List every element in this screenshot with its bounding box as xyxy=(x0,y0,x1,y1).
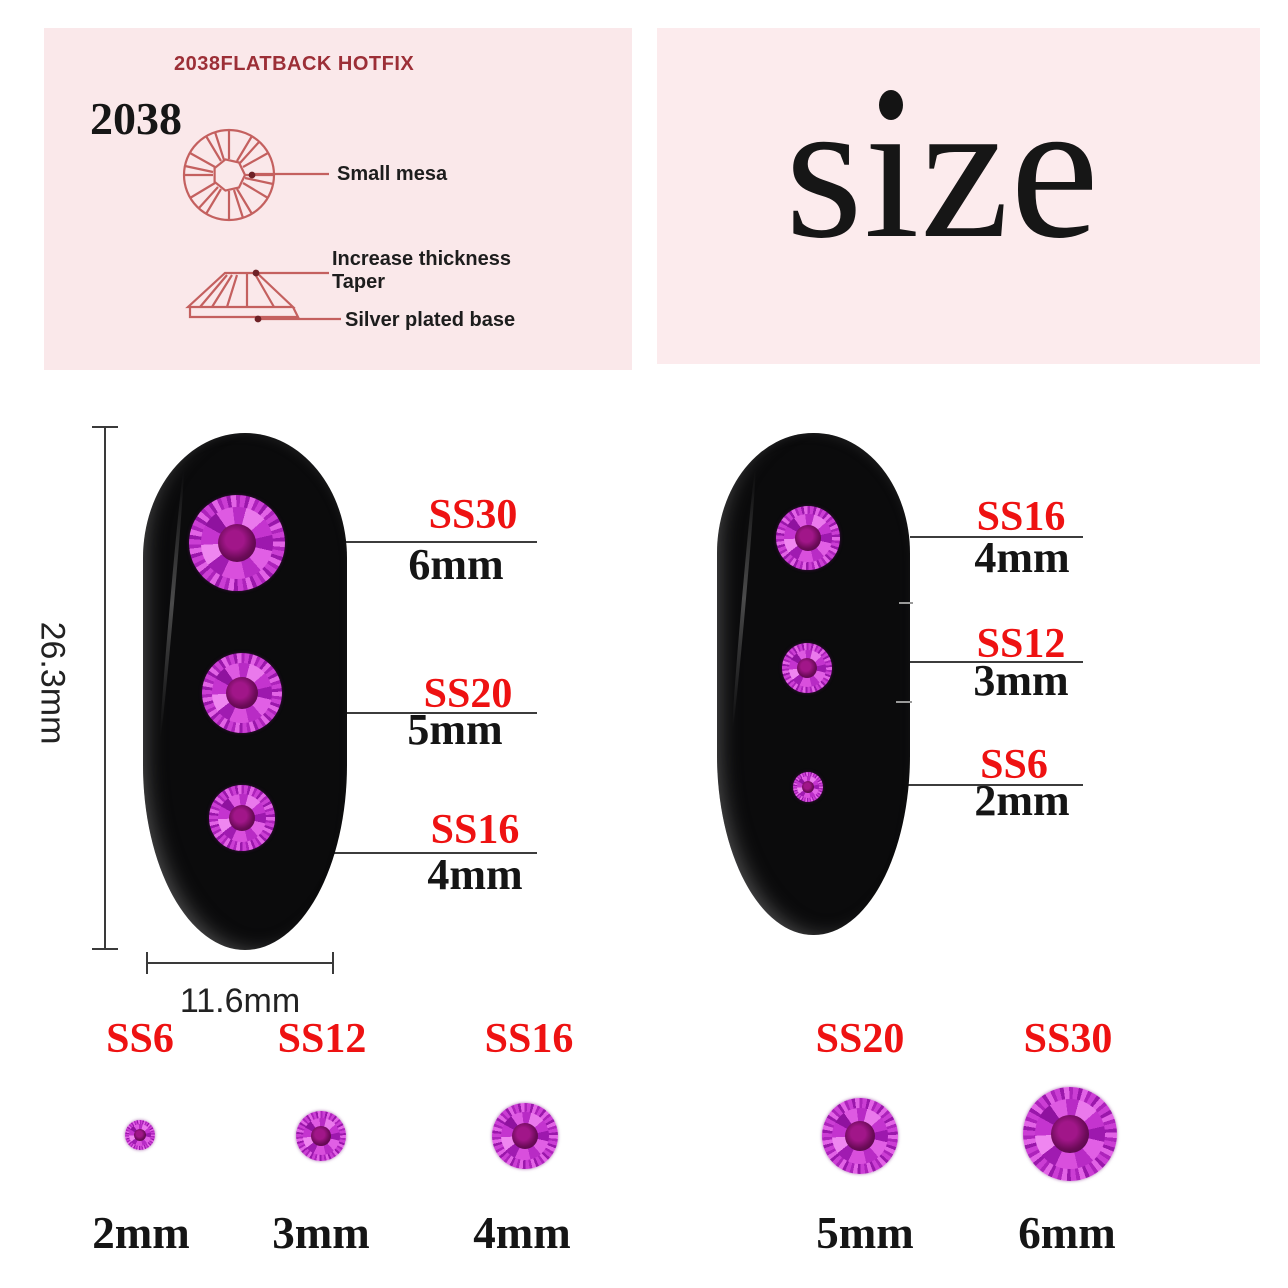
chart-rhinestone-ss16 xyxy=(492,1103,558,1169)
rhinestone-ss16-left-nail xyxy=(209,785,275,851)
model-number: 2038 xyxy=(90,93,182,144)
rhinestone-ss12-right-nail xyxy=(782,643,832,693)
height-dimension-cap-bottom xyxy=(92,948,118,950)
chart-size-5mm: 5mm xyxy=(816,1208,914,1258)
leader-line-ss12 xyxy=(910,661,1083,663)
label-4mm-left: 4mm xyxy=(427,850,523,899)
rhinestone-ss6-right-nail xyxy=(793,772,823,802)
chart-label-ss16: SS16 xyxy=(484,1016,574,1062)
callout-small-mesa: Small mesa xyxy=(337,163,448,185)
chart-label-ss12: SS12 xyxy=(277,1016,367,1062)
chart-rhinestone-ss6 xyxy=(125,1120,155,1150)
callout-silver-plated-base: Silver plated base xyxy=(345,309,516,331)
chart-size-4mm: 4mm xyxy=(473,1208,571,1258)
chart-label-ss6: SS6 xyxy=(106,1016,174,1062)
label-ss30: SS30 xyxy=(428,492,518,538)
leader-line-ss20 xyxy=(323,712,537,714)
nail-width-label: 11.6mm xyxy=(179,982,301,1020)
label-ss20: SS20 xyxy=(423,671,513,717)
rhinestone-ss16-right-nail xyxy=(776,506,840,570)
width-dimension-tick-right xyxy=(332,952,334,974)
size-title: sıze xyxy=(785,59,1100,280)
i-dot xyxy=(879,90,903,120)
label-3mm: 3mm xyxy=(973,656,1069,705)
chart-rhinestone-ss12 xyxy=(296,1111,346,1161)
rhinestone-ss20-left-nail xyxy=(202,653,282,733)
chart-label-ss20: SS20 xyxy=(815,1016,905,1062)
nail-edge-tick-1 xyxy=(899,602,913,604)
top-view-diagram xyxy=(182,128,329,222)
nail-height-label: 26.3mm xyxy=(33,621,72,745)
label-ss16-right: SS16 xyxy=(976,494,1066,540)
nail-edge-tick-2 xyxy=(896,701,912,703)
chart-label-ss30: SS30 xyxy=(1023,1016,1113,1062)
rhinestone-ss30-left-nail xyxy=(189,495,285,591)
leader-line-ss16-left xyxy=(323,852,537,854)
label-ss16-left: SS16 xyxy=(430,807,520,853)
diagram-dots xyxy=(248,171,262,323)
chart-size-3mm: 3mm xyxy=(272,1208,370,1258)
leader-line-ss30 xyxy=(323,541,537,543)
label-2mm: 2mm xyxy=(974,776,1070,825)
leader-line-ss6 xyxy=(883,784,1083,786)
width-dimension-line xyxy=(147,962,333,964)
height-dimension-line xyxy=(104,427,106,950)
chart-size-2mm: 2mm xyxy=(92,1208,190,1258)
side-view-diagram xyxy=(185,271,341,321)
label-ss6: SS6 xyxy=(980,742,1048,788)
width-dimension-tick-left xyxy=(146,952,148,974)
size-panel: sıze xyxy=(657,28,1260,364)
rhinestone-diagram xyxy=(182,128,341,323)
chart-size-6mm: 6mm xyxy=(1018,1208,1116,1258)
leader-line-ss16-right xyxy=(910,536,1083,538)
spec-title: 2038FLATBACK HOTFIX xyxy=(174,53,415,75)
label-4mm-right: 4mm xyxy=(974,533,1070,582)
height-dimension-cap-top xyxy=(92,426,118,428)
label-ss12: SS12 xyxy=(976,621,1066,667)
chart-rhinestone-ss20 xyxy=(822,1098,898,1174)
chart-rhinestone-ss30 xyxy=(1023,1087,1117,1181)
spec-panel: 2038FLATBACK HOTFIX 2038 Small mesa Incr… xyxy=(44,28,632,370)
label-5mm: 5mm xyxy=(407,705,503,754)
callout-taper: Taper xyxy=(332,271,385,293)
label-6mm: 6mm xyxy=(408,540,504,589)
callout-increase-thickness: Increase thickness xyxy=(332,248,511,270)
